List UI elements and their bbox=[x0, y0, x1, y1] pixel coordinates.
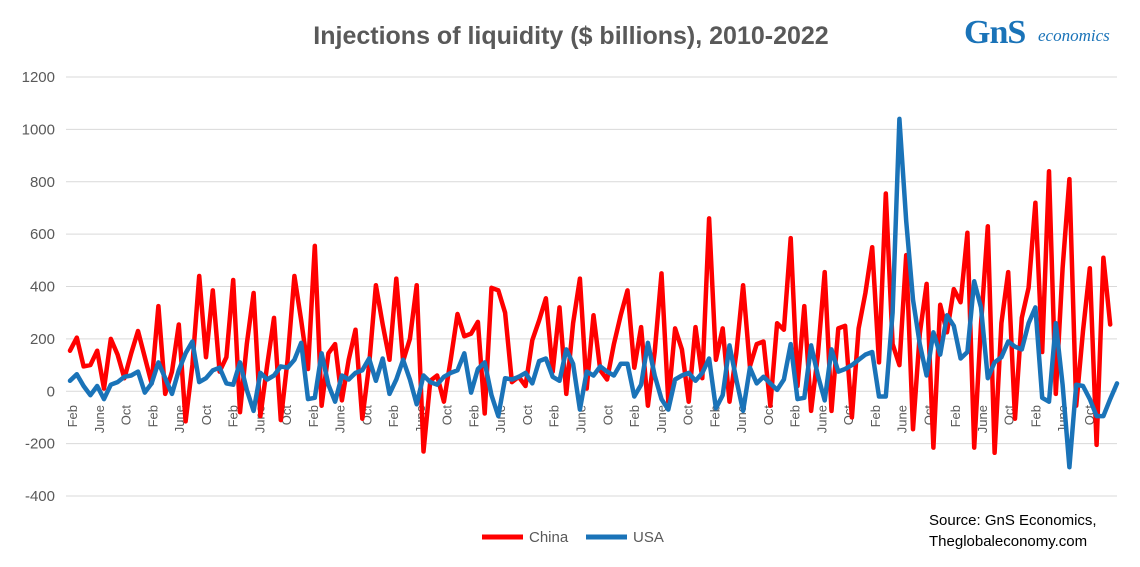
source-note: Source: GnS Economics, Theglobaleconomy.… bbox=[929, 510, 1097, 552]
gns-logo: GnS economics bbox=[964, 14, 1124, 58]
x-tick-label: Feb bbox=[386, 405, 401, 427]
y-tick-label: 800 bbox=[30, 174, 55, 191]
x-tick-label: Feb bbox=[788, 405, 803, 427]
y-tick-label: 1200 bbox=[22, 69, 55, 86]
x-tick-label: Oct bbox=[600, 405, 615, 426]
x-tick-label: June bbox=[333, 405, 348, 433]
x-tick-label: Feb bbox=[145, 405, 160, 427]
x-tick-label: Feb bbox=[868, 405, 883, 427]
x-tick-label: Feb bbox=[1028, 405, 1043, 427]
y-tick-label: -200 bbox=[25, 436, 55, 453]
legend-label-usa: USA bbox=[633, 529, 664, 546]
x-tick-label: Feb bbox=[627, 405, 642, 427]
y-tick-label: 1000 bbox=[22, 121, 55, 138]
chart-title: Injections of liquidity ($ billions), 20… bbox=[313, 22, 828, 50]
logo-mark: GnS bbox=[964, 14, 1026, 51]
y-tick-label: 200 bbox=[30, 331, 55, 348]
y-tick-label: 400 bbox=[30, 279, 55, 296]
x-tick-label: June bbox=[975, 405, 990, 433]
x-tick-label: June bbox=[814, 405, 829, 433]
x-tick-label: Feb bbox=[65, 405, 80, 427]
legend-label-china: China bbox=[529, 529, 569, 546]
x-tick-label: Feb bbox=[306, 405, 321, 427]
x-tick-label: Feb bbox=[547, 405, 562, 427]
x-tick-label: Feb bbox=[707, 405, 722, 427]
x-tick-label: Oct bbox=[681, 405, 696, 426]
x-tick-label: Feb bbox=[948, 405, 963, 427]
x-tick-label: June bbox=[734, 405, 749, 433]
x-tick-label: June bbox=[895, 405, 910, 433]
legend: China USA bbox=[482, 529, 664, 546]
x-tick-label: Oct bbox=[761, 405, 776, 426]
series-line-usa bbox=[67, 116, 1120, 470]
gridlines bbox=[66, 76, 1117, 497]
series-lines bbox=[67, 116, 1120, 470]
x-tick-label: June bbox=[654, 405, 669, 433]
source-line-2: Theglobaleconomy.com bbox=[929, 533, 1088, 550]
y-tick-label: 600 bbox=[30, 226, 55, 243]
x-tick-label: June bbox=[252, 405, 267, 433]
logo-word: economics bbox=[1038, 26, 1110, 45]
y-tick-label: 0 bbox=[47, 383, 55, 400]
x-tick-label: Feb bbox=[226, 405, 241, 427]
x-tick-label: Oct bbox=[199, 405, 214, 426]
source-line-1: Source: GnS Economics, bbox=[929, 512, 1097, 529]
y-axis: -400 -200 0 200 400 600 800 1000 1200 bbox=[22, 69, 55, 505]
x-tick-label: June bbox=[92, 405, 107, 433]
x-tick-label: Oct bbox=[440, 405, 455, 426]
x-tick-label: Feb bbox=[466, 405, 481, 427]
y-tick-label: -400 bbox=[25, 488, 55, 505]
x-tick-label: Oct bbox=[119, 405, 134, 426]
x-tick-label: Oct bbox=[520, 405, 535, 426]
x-tick-label: June bbox=[574, 405, 589, 433]
